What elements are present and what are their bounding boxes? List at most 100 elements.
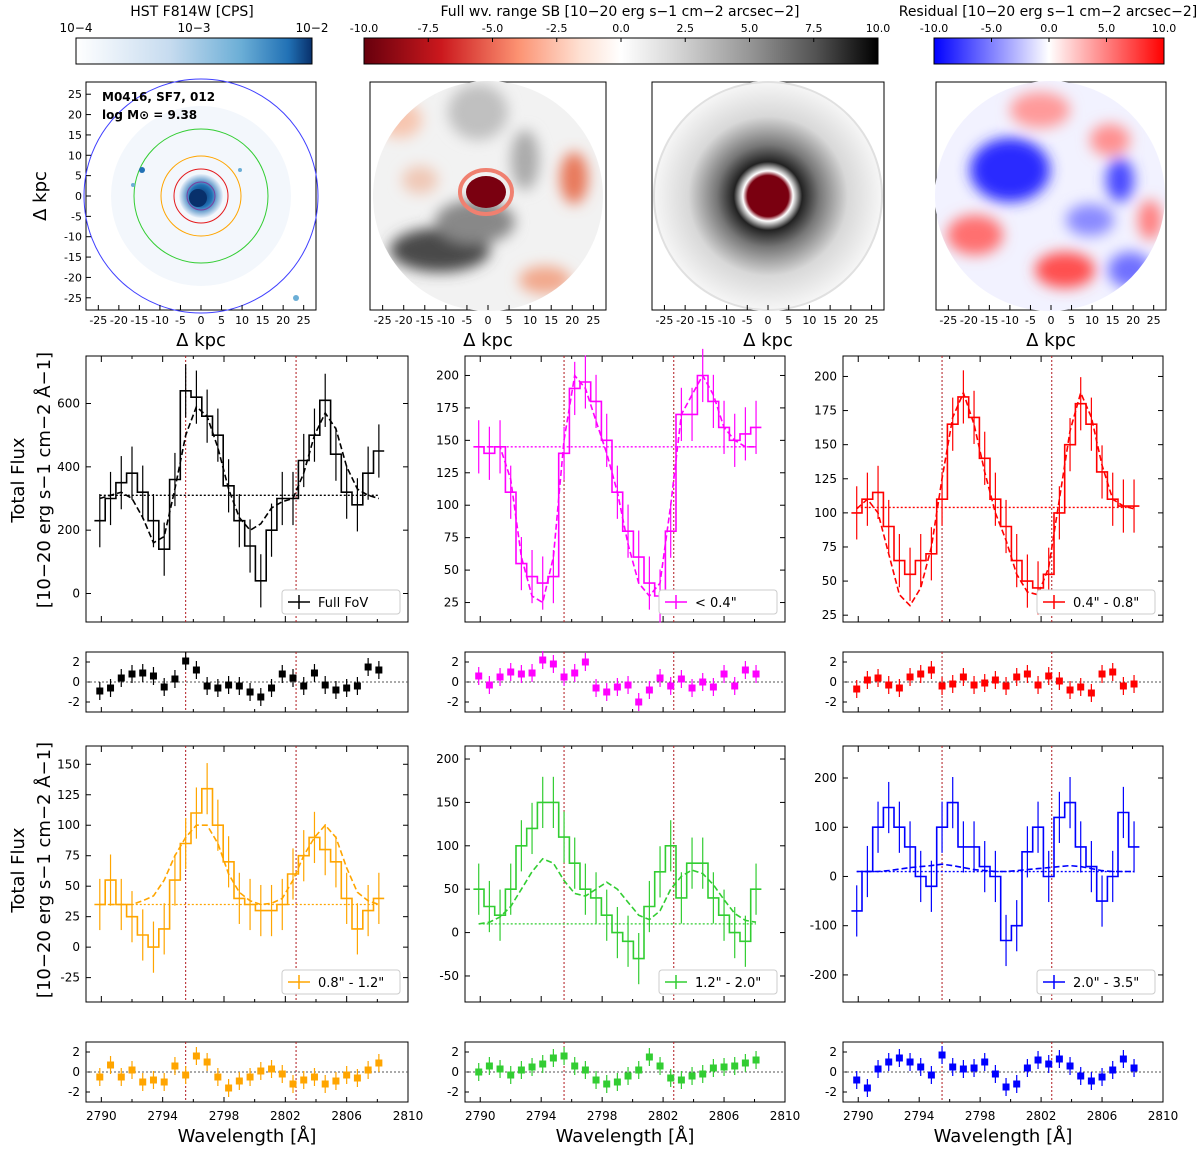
- ytick-label: -200: [810, 968, 837, 982]
- residual-point: [709, 1064, 717, 1072]
- residual-point: [991, 1070, 999, 1078]
- ytick-label: 100: [436, 498, 459, 512]
- residual-point: [635, 698, 643, 706]
- colorbar-tick: 10.0: [1152, 22, 1177, 35]
- ytick-label: 75: [822, 540, 837, 554]
- residual-point: [321, 1080, 329, 1088]
- residual-point: [938, 682, 946, 690]
- colorbar-hst-tick: 10−2: [296, 21, 329, 35]
- xtick-label: 2790: [86, 1109, 117, 1123]
- legend-label: < 0.4": [695, 596, 737, 611]
- xtick-label: 2798: [587, 1109, 618, 1123]
- ylabel-row1-line2: [10−20 erg s−1 cm−2 Å−1]: [33, 352, 55, 608]
- residual-point: [885, 1058, 893, 1066]
- xlabel-col1: Wavelength [Å]: [178, 1125, 317, 1147]
- galaxy-label-1: M0416, SF7, 012: [102, 90, 215, 104]
- colorbar-tick: 5.0: [741, 22, 759, 35]
- residual-point: [895, 684, 903, 692]
- ytick-label: -100: [810, 919, 837, 933]
- residual-point: [278, 670, 286, 678]
- ytick-label: 50: [444, 882, 459, 896]
- residual-point: [1055, 677, 1063, 685]
- residual-point: [117, 674, 125, 682]
- residual-point: [139, 669, 147, 677]
- xtick-label: 2798: [965, 1109, 996, 1123]
- residual-point: [278, 1070, 286, 1078]
- residual-point: [1034, 1056, 1042, 1064]
- map-xtick-label: -5: [175, 314, 186, 327]
- residual-point: [863, 676, 871, 684]
- map-xlabel: Δ kpc: [743, 330, 793, 351]
- residual-point: [539, 656, 547, 664]
- residual-point: [171, 1062, 179, 1070]
- ytick-label: -25: [60, 971, 80, 985]
- residual-point: [343, 1071, 351, 1079]
- residual-point: [246, 1073, 254, 1081]
- residual-point: [1045, 672, 1053, 680]
- xtick-label: 2810: [1148, 1109, 1179, 1123]
- residual-point: [917, 670, 925, 678]
- residual-ytick-label: 0: [451, 1065, 459, 1079]
- residual-point: [475, 672, 483, 680]
- colorbar-tick: -2.5: [546, 22, 567, 35]
- legend-label: 0.4" - 0.8": [1073, 596, 1139, 611]
- ytick-label: 150: [436, 433, 459, 447]
- ytick-label: 0: [72, 940, 80, 954]
- residual-point: [624, 1072, 632, 1080]
- panel-frame: [464, 355, 786, 623]
- ytick-label: 400: [57, 460, 80, 474]
- map-ytick-label: 25: [68, 88, 82, 101]
- aperture-35: [83, 78, 319, 314]
- map-xtick-label: -5: [461, 314, 472, 327]
- residual-point: [895, 1054, 903, 1062]
- residual-point: [731, 1062, 739, 1070]
- colorbar-tick: 0.0: [1040, 22, 1058, 35]
- colorbar-tick: 0.0: [612, 22, 630, 35]
- residual-point: [1055, 1055, 1063, 1063]
- residual-ytick-label: 2: [451, 1045, 459, 1059]
- xtick-label: 2798: [209, 1109, 240, 1123]
- map-xtick-label: -15: [416, 314, 434, 327]
- residual-ytick-label: -2: [447, 695, 459, 709]
- residual-point: [257, 1067, 265, 1075]
- residual-ytick-label: 0: [829, 1065, 837, 1079]
- residual-point: [645, 1053, 653, 1061]
- model-curve: [856, 390, 1135, 607]
- residual-ytick-label: -2: [68, 1085, 80, 1099]
- aperture-12: [160, 155, 242, 237]
- ytick-label: 200: [57, 523, 80, 537]
- residual-point: [581, 1066, 589, 1074]
- residual-ytick-label: -2: [447, 1085, 459, 1099]
- residual-point: [603, 688, 611, 696]
- map-xtick-label: 25: [586, 314, 600, 327]
- map-xtick-label: -20: [960, 314, 978, 327]
- residual-point: [343, 684, 351, 692]
- residual-point: [645, 686, 653, 694]
- residual-point: [874, 674, 882, 682]
- residual-point: [149, 672, 157, 680]
- map-xtick-label: 20: [565, 314, 579, 327]
- residual-point: [613, 683, 621, 691]
- map-ytick-label: -5: [71, 210, 82, 223]
- xlabel-col2: Wavelength [Å]: [556, 1125, 695, 1147]
- spectrum-panel-04-08: 25 50 75 100 125 150 175 200 0.4" - 0.8" -2 0 2: [814, 355, 1164, 713]
- residual-point: [192, 666, 200, 674]
- map-xtick-label: 15: [823, 314, 837, 327]
- map-xtick-label: -25: [89, 314, 107, 327]
- ytick-label: -50: [439, 969, 459, 983]
- residual-ytick-label: 2: [829, 1045, 837, 1059]
- map-xtick-label: 25: [1147, 314, 1161, 327]
- colorbar-tick: -10.0: [920, 22, 948, 35]
- map-xtick-label: -25: [655, 314, 673, 327]
- residual-point: [560, 1052, 568, 1060]
- ytick-label: 200: [436, 752, 459, 766]
- residual-point: [656, 674, 664, 682]
- ytick-label: 25: [444, 596, 459, 610]
- ytick-label: 100: [57, 818, 80, 832]
- residual-point: [853, 685, 861, 693]
- map-ytick-label: -20: [64, 271, 82, 284]
- residual-point: [485, 1062, 493, 1070]
- residual-point: [1087, 1077, 1095, 1085]
- residual-point: [1130, 1064, 1138, 1072]
- residual-point: [96, 1073, 104, 1081]
